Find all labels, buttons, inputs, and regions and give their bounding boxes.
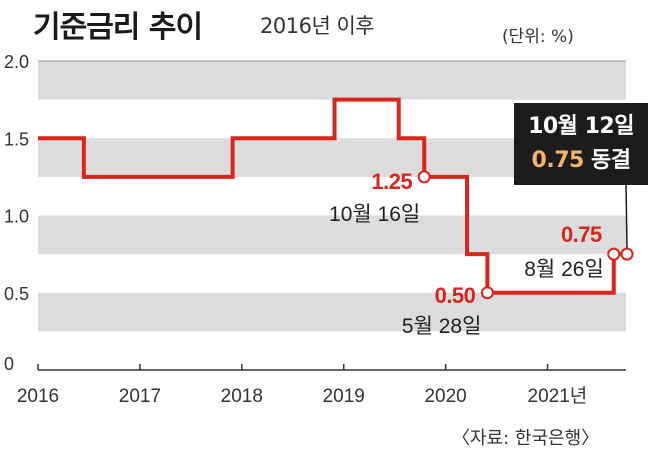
x-axis: 2016 2017 2018 2019 2020 2021년 bbox=[17, 364, 626, 407]
rate-step-line bbox=[38, 97, 628, 295]
marker-date-label: 8월 26일 bbox=[524, 258, 604, 281]
chart-subtitle: 2016년 이후 bbox=[260, 14, 375, 38]
rate-marker bbox=[480, 286, 494, 300]
marker-value-label: 0.75 bbox=[561, 222, 602, 247]
grid-band bbox=[38, 61, 626, 100]
callout-rate: 0.75 bbox=[531, 148, 585, 173]
chart-title: 기준금리 추이 bbox=[33, 10, 203, 45]
rate-series bbox=[38, 97, 634, 300]
y-tick-label: 1.5 bbox=[4, 129, 29, 149]
x-tick-label: 2016 bbox=[17, 386, 59, 407]
y-tick-label: 0 bbox=[4, 354, 14, 374]
marker-value-label: 0.50 bbox=[435, 283, 476, 308]
unit-label: (단위: %) bbox=[502, 27, 574, 47]
rate-marker bbox=[607, 247, 621, 261]
x-tick-label: 2020 bbox=[424, 386, 466, 407]
rate-marker bbox=[620, 247, 634, 261]
callout-status: 동결 bbox=[590, 148, 631, 173]
y-tick-label: 1.0 bbox=[4, 207, 29, 227]
callout-rate-line: 0.75 동결 bbox=[514, 144, 648, 178]
grid-band bbox=[38, 292, 626, 332]
marker-date-label: 10월 16일 bbox=[329, 203, 420, 226]
rate-marker bbox=[417, 170, 431, 184]
y-tick-label: 2.0 bbox=[4, 52, 29, 72]
y-tick-label: 0.5 bbox=[4, 284, 29, 304]
callout-date: 10월 12일 bbox=[528, 114, 634, 139]
x-tick-label: 2018 bbox=[221, 386, 263, 407]
x-tick-label: 2019 bbox=[323, 386, 365, 407]
freeze-callout: 10월 12일 0.75 동결 bbox=[514, 103, 648, 185]
source-note: 〈자료: 한국은행〉 bbox=[452, 428, 600, 449]
x-tick-label: 2017 bbox=[119, 386, 161, 407]
callout-pointer bbox=[625, 184, 628, 249]
x-tick-label: 2021년 bbox=[528, 385, 588, 407]
marker-date-label: 5월 28일 bbox=[402, 315, 482, 338]
marker-value-label: 1.25 bbox=[371, 169, 412, 194]
y-axis-ticks: 0 0.5 1.0 1.5 2.0 bbox=[4, 52, 29, 374]
annotations: 1.25 10월 16일 0.50 5월 28일 0.75 8월 26일 bbox=[329, 169, 628, 338]
grid-band bbox=[38, 215, 626, 255]
